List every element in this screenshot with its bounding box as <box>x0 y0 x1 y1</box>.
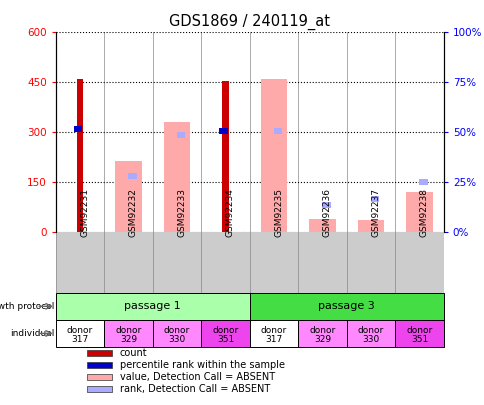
Text: donor: donor <box>406 326 432 335</box>
Bar <box>87 386 112 392</box>
Text: GSM92237: GSM92237 <box>370 188 379 237</box>
Text: donor: donor <box>309 326 335 335</box>
Bar <box>298 320 346 347</box>
Text: 329: 329 <box>120 335 137 344</box>
Bar <box>74 126 82 132</box>
Bar <box>201 320 249 347</box>
Bar <box>87 362 112 368</box>
Text: GSM92232: GSM92232 <box>128 188 137 237</box>
Bar <box>115 160 142 232</box>
Bar <box>104 320 152 347</box>
Text: GSM92233: GSM92233 <box>177 188 186 237</box>
Bar <box>394 320 443 347</box>
Text: donor: donor <box>357 326 383 335</box>
Text: donor: donor <box>115 326 141 335</box>
Bar <box>176 132 185 138</box>
Text: 330: 330 <box>168 335 185 344</box>
Text: GSM92238: GSM92238 <box>419 188 428 237</box>
Bar <box>260 79 287 232</box>
Text: 329: 329 <box>313 335 331 344</box>
Bar <box>219 128 227 134</box>
Bar <box>273 128 282 134</box>
Bar <box>309 219 335 232</box>
Bar <box>357 220 384 232</box>
Text: passage 3: passage 3 <box>318 301 375 311</box>
Bar <box>249 293 443 320</box>
Bar <box>406 192 432 232</box>
Text: individual: individual <box>11 329 55 338</box>
Text: donor: donor <box>260 326 287 335</box>
Text: 317: 317 <box>265 335 282 344</box>
Bar <box>249 320 298 347</box>
Bar <box>418 179 427 185</box>
Text: GSM92234: GSM92234 <box>225 188 234 237</box>
Text: count: count <box>120 348 147 358</box>
Text: growth protocol: growth protocol <box>0 302 55 311</box>
Text: 317: 317 <box>71 335 89 344</box>
Bar <box>346 320 394 347</box>
Bar <box>321 202 330 209</box>
Text: donor: donor <box>67 326 93 335</box>
Bar <box>87 374 112 380</box>
Text: 330: 330 <box>362 335 379 344</box>
Text: donor: donor <box>164 326 190 335</box>
Bar <box>152 320 201 347</box>
Bar <box>370 196 378 202</box>
Bar <box>56 293 249 320</box>
Text: 351: 351 <box>410 335 427 344</box>
Text: passage 1: passage 1 <box>124 301 181 311</box>
Text: GSM92235: GSM92235 <box>273 188 283 237</box>
Title: GDS1869 / 240119_at: GDS1869 / 240119_at <box>169 13 330 30</box>
Bar <box>128 173 136 179</box>
Text: GSM92231: GSM92231 <box>80 188 89 237</box>
Text: donor: donor <box>212 326 238 335</box>
Text: percentile rank within the sample: percentile rank within the sample <box>120 360 284 370</box>
Text: rank, Detection Call = ABSENT: rank, Detection Call = ABSENT <box>120 384 270 394</box>
Bar <box>222 81 228 232</box>
Bar <box>87 350 112 356</box>
Bar <box>164 122 190 232</box>
Bar <box>76 79 83 232</box>
Text: value, Detection Call = ABSENT: value, Detection Call = ABSENT <box>120 372 274 382</box>
Bar <box>56 320 104 347</box>
Text: GSM92236: GSM92236 <box>322 188 331 237</box>
Text: 351: 351 <box>216 335 234 344</box>
